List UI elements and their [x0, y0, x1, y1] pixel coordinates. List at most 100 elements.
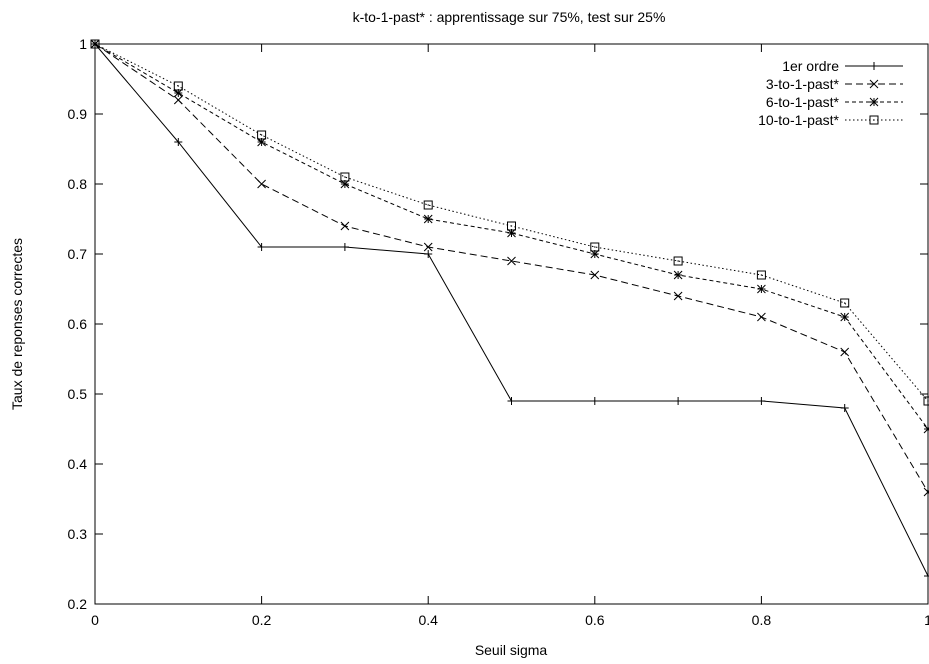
marker-stroke — [840, 347, 850, 357]
data-point-series-1 — [590, 397, 599, 405]
series-line-2 — [94, 43, 929, 493]
y-tick-label: 0.2 — [68, 596, 88, 612]
marker-square — [173, 81, 183, 91]
data-point-series-1 — [674, 397, 683, 405]
y-tick-label: 0.4 — [68, 456, 88, 472]
data-point-series-1 — [257, 243, 266, 251]
y-tick-label: 0.5 — [68, 386, 88, 402]
marker-stroke — [673, 291, 683, 301]
x-tick-label: 0.4 — [418, 612, 438, 628]
marker-dot — [594, 246, 596, 248]
marker-stroke — [757, 312, 766, 322]
data-point-series-2 — [923, 487, 929, 497]
data-point-series-2 — [840, 347, 850, 357]
marker-stroke — [923, 427, 929, 434]
marker-square — [673, 256, 683, 266]
data-point-series-1 — [174, 138, 183, 146]
x-axis-label: Seuil sigma — [475, 642, 548, 658]
y-tick-label: 0.7 — [68, 246, 88, 262]
marker-stroke — [869, 79, 879, 89]
marker-dot — [760, 274, 762, 276]
data-point-series-4 — [257, 130, 267, 140]
marker-square — [423, 200, 433, 210]
data-point-series-4 — [590, 242, 600, 252]
data-point-series-1 — [924, 572, 929, 580]
legend-label-3: 6-to-1-past* — [766, 94, 840, 110]
legend-label-1: 1er ordre — [782, 58, 839, 74]
marker-dot — [927, 400, 929, 402]
data-point-series-3 — [757, 284, 766, 294]
marker-dot — [94, 43, 96, 45]
data-point-series-2 — [423, 242, 433, 252]
marker-square — [340, 172, 350, 182]
marker-stroke — [590, 270, 600, 280]
marker-stroke — [423, 242, 433, 252]
data-point-series-4 — [423, 200, 433, 210]
marker-stroke — [507, 256, 516, 266]
marker-stroke — [257, 179, 266, 189]
data-point-series-3 — [423, 214, 433, 224]
data-point-series-3 — [923, 424, 929, 434]
marker-dot — [177, 85, 179, 87]
marker-stroke — [673, 270, 683, 280]
marker-stroke — [923, 490, 929, 497]
axis-ticks: 0 0.2 0.4 0.6 0.8 10.20.30.40.50.60.70.80.91 — [68, 36, 929, 628]
data-point-series-2 — [340, 221, 350, 231]
data-point-series-3 — [840, 312, 850, 322]
marker-stroke — [340, 221, 350, 231]
data-point-series-1 — [424, 250, 433, 258]
data-point-series-2 — [257, 179, 266, 189]
legend-label-2: 3-to-1-past* — [766, 76, 840, 92]
marker-stroke — [869, 97, 879, 107]
legend: 1er ordre 3-to-1-past* 6-to-1-past* 10-to-1… — [758, 58, 903, 128]
x-tick-label: 0.6 — [585, 612, 605, 628]
data-point-series-4 — [340, 172, 350, 182]
y-tick-label: 0.6 — [68, 316, 88, 332]
marker-square — [869, 115, 879, 125]
marker-square — [923, 396, 929, 406]
data-point-series-1 — [757, 397, 766, 405]
x-tick-label: 0.8 — [752, 612, 772, 628]
x-tick-label: 0 — [91, 612, 99, 628]
marker-dot — [873, 119, 875, 121]
marker-dot — [261, 134, 263, 136]
x-tick-label: 0.2 — [252, 612, 272, 628]
y-tick-label: 1 — [79, 36, 87, 52]
legend-marker-2 — [869, 79, 879, 89]
marker-square — [756, 270, 766, 280]
legend-label-4: 10-to-1-past* — [758, 112, 839, 128]
data-point-series-2 — [590, 270, 600, 280]
series-layer — [90, 39, 929, 580]
chart-title: k-to-1-past* : apprentissage sur 75%, te… — [353, 9, 666, 25]
marker-square — [590, 242, 600, 252]
data-point-series-4 — [507, 221, 516, 231]
data-point-series-1 — [340, 243, 349, 251]
data-point-series-2 — [507, 256, 516, 266]
marker-stroke — [757, 284, 766, 294]
marker-stroke — [423, 214, 433, 224]
legend-marker-3 — [869, 97, 879, 107]
data-point-series-4 — [923, 396, 929, 406]
data-point-series-4 — [90, 39, 100, 49]
y-tick-label: 0.8 — [68, 176, 88, 192]
y-axis-label: Taux de reponses correctes — [9, 238, 25, 410]
data-point-series-1 — [840, 404, 849, 412]
data-point-series-2 — [757, 312, 766, 322]
marker-stroke — [840, 312, 850, 322]
y-tick-label: 0.9 — [68, 106, 88, 122]
marker-square — [257, 130, 267, 140]
series-line-3 — [94, 43, 929, 430]
data-point-series-4 — [756, 270, 766, 280]
data-point-series-2 — [673, 291, 683, 301]
data-point-series-4 — [673, 256, 683, 266]
data-point-series-1 — [507, 397, 516, 405]
plot-area-frame — [94, 43, 929, 605]
data-point-series-2 — [173, 95, 183, 105]
legend-marker-4 — [869, 115, 879, 125]
marker-square — [840, 298, 850, 308]
marker-dot — [427, 204, 429, 206]
y-tick-label: 0.3 — [68, 526, 88, 542]
marker-square — [90, 39, 100, 49]
data-point-series-4 — [173, 81, 183, 91]
